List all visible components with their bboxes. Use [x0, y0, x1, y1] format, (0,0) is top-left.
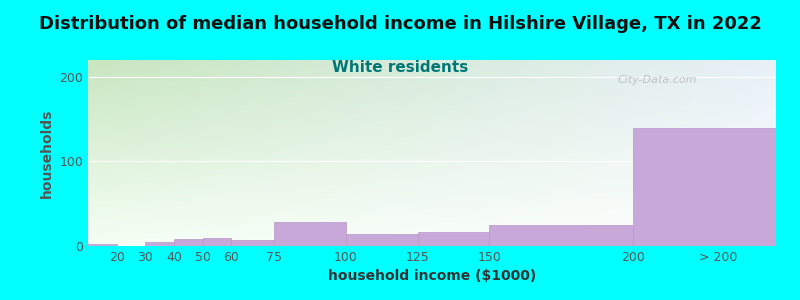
- Bar: [274, 222, 346, 246]
- X-axis label: household income ($1000): household income ($1000): [328, 269, 536, 284]
- Bar: [174, 239, 202, 246]
- Text: White residents: White residents: [332, 60, 468, 75]
- Bar: [146, 242, 174, 246]
- Bar: [231, 240, 274, 246]
- Y-axis label: households: households: [40, 108, 54, 198]
- Text: Distribution of median household income in Hilshire Village, TX in 2022: Distribution of median household income …: [38, 15, 762, 33]
- Bar: [202, 238, 231, 246]
- Bar: [346, 234, 418, 246]
- Bar: [88, 244, 117, 246]
- Bar: [490, 225, 633, 246]
- Bar: [633, 128, 776, 246]
- Bar: [418, 232, 490, 246]
- Text: City-Data.com: City-Data.com: [618, 75, 698, 85]
